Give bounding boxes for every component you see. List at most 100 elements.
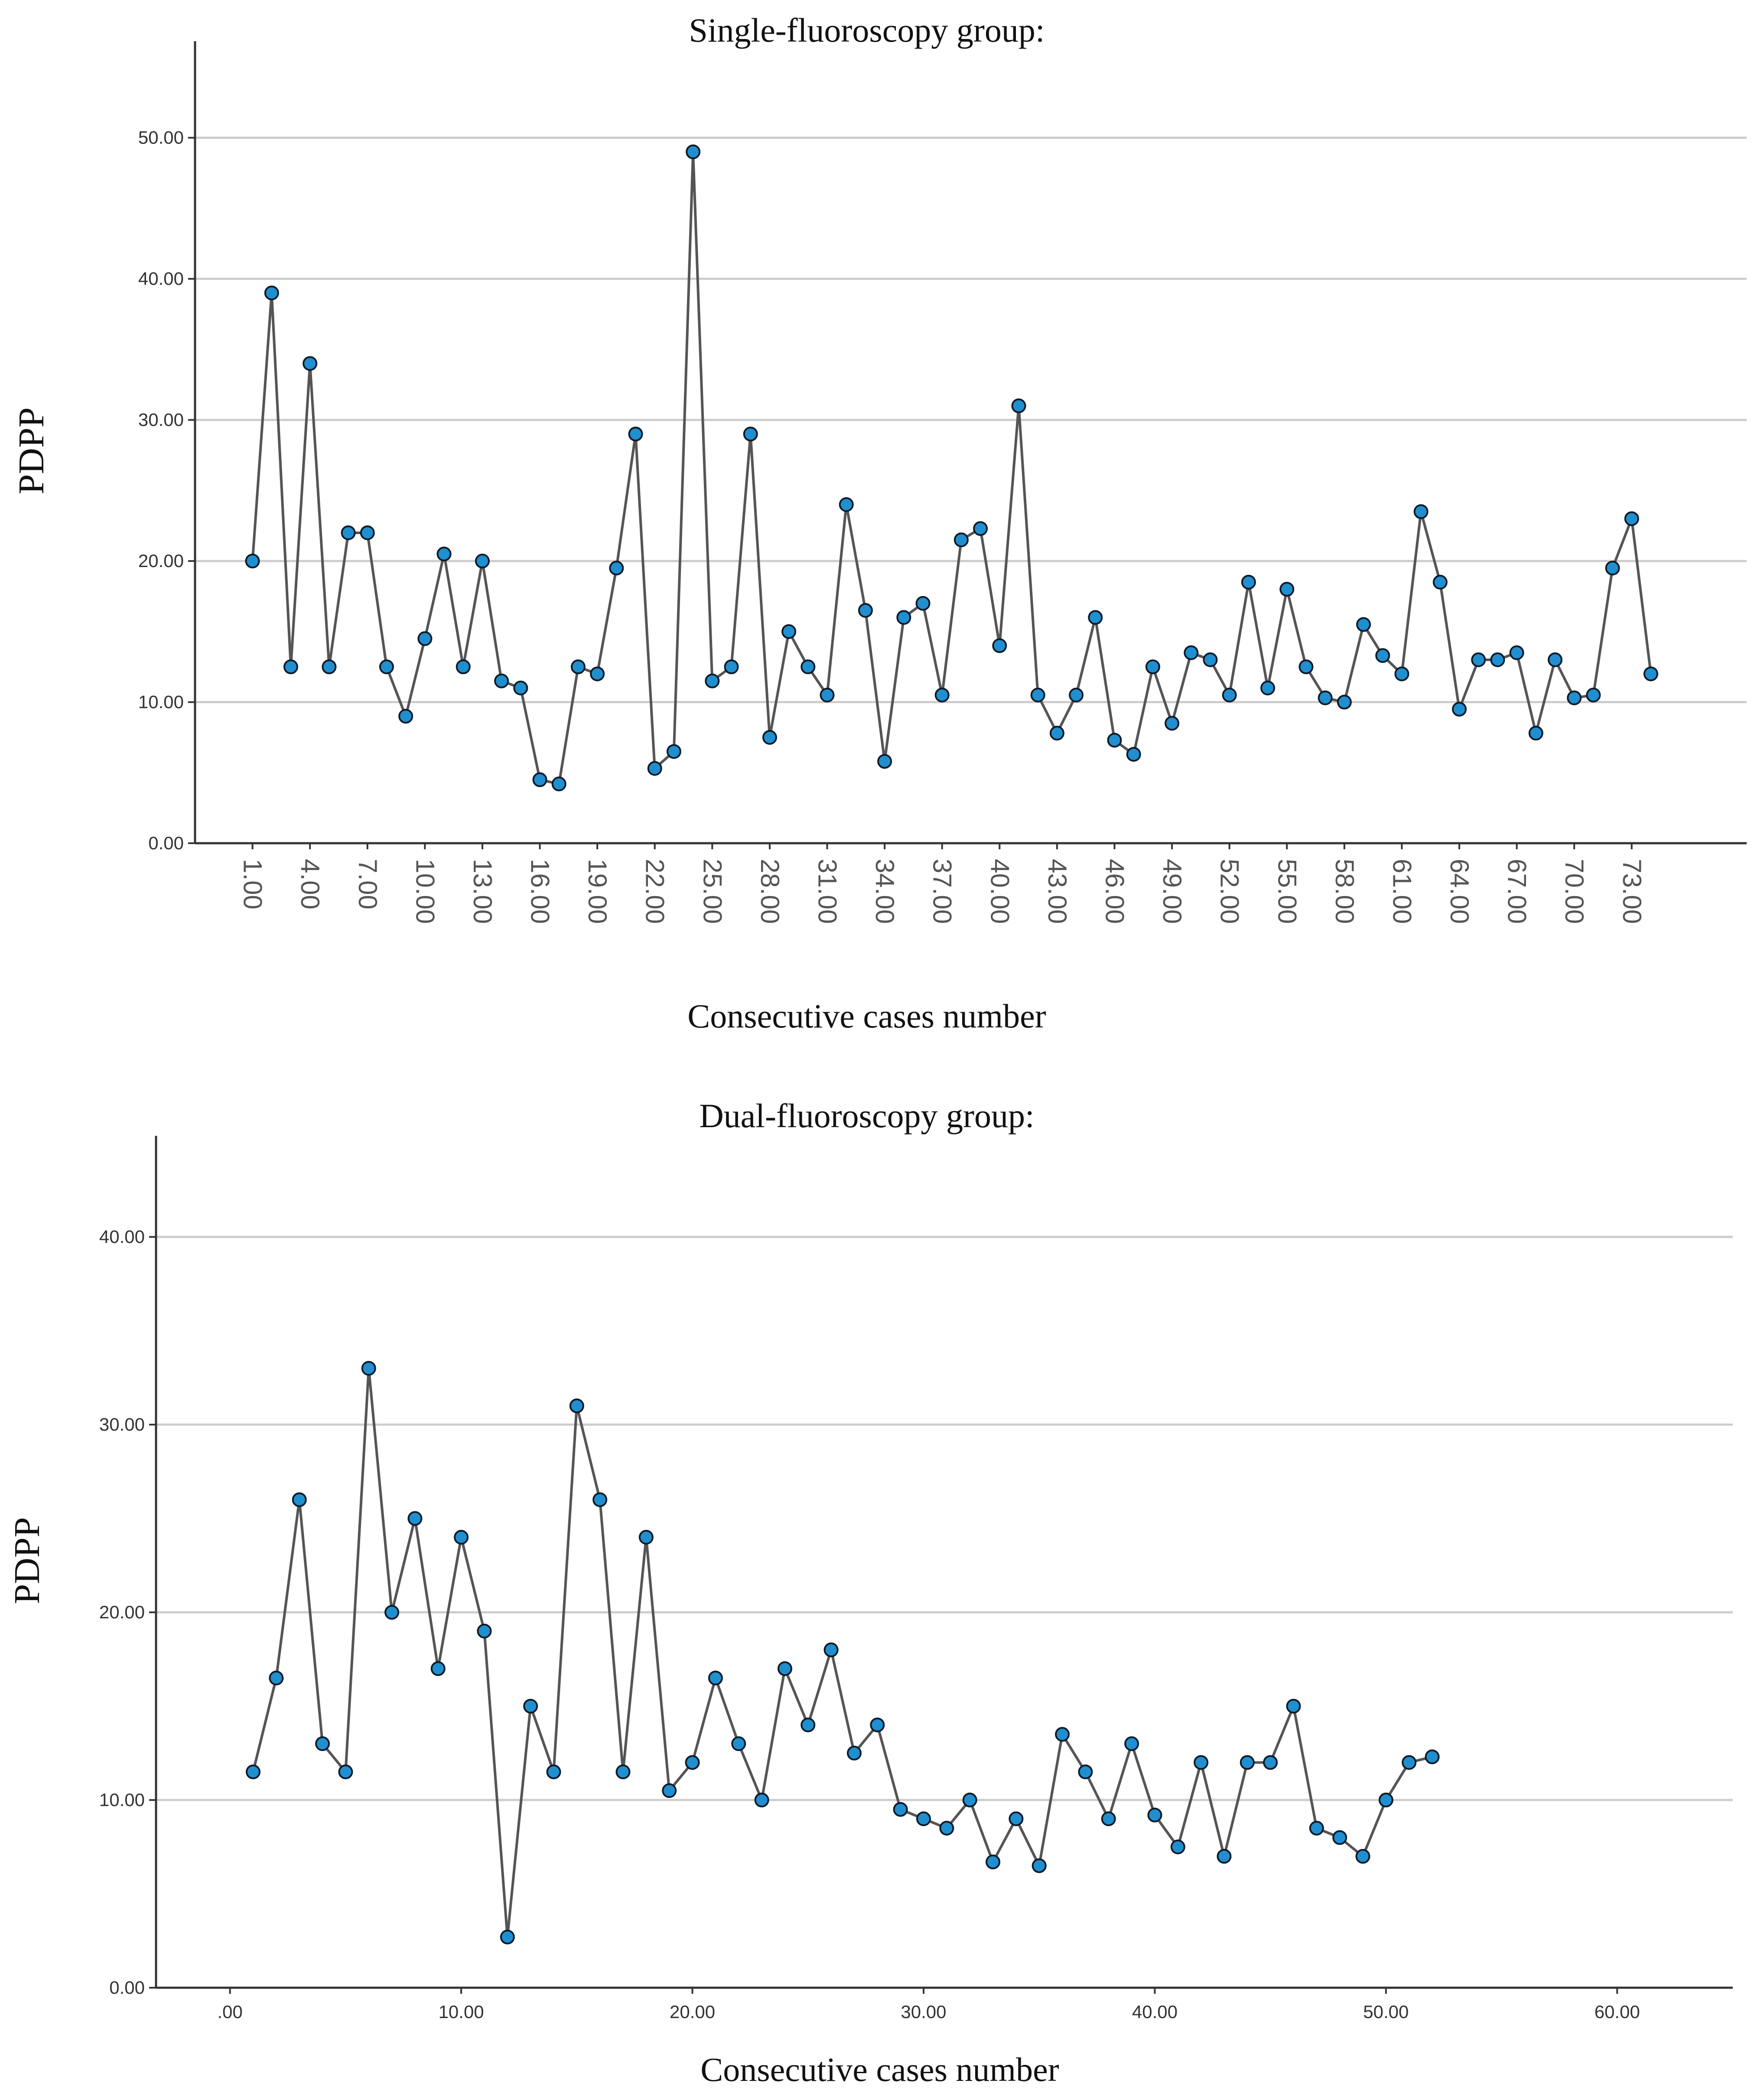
- grid-lines: [156, 1236, 1733, 1801]
- data-point: [934, 688, 950, 703]
- axes: [149, 1136, 1733, 1994]
- data-point: [1378, 1793, 1393, 1808]
- data-point: [1030, 688, 1045, 703]
- x-tick-label: 20.00: [670, 2002, 715, 2022]
- data-point: [973, 521, 988, 536]
- x-tick-label: 16.00: [526, 859, 555, 924]
- data-point: [1394, 666, 1409, 682]
- data-point: [801, 1717, 816, 1732]
- series-line: [252, 1368, 1433, 1937]
- x-tick-label: 58.00: [1330, 859, 1359, 924]
- data-point: [762, 730, 777, 745]
- data-point: [569, 1398, 584, 1413]
- data-point: [708, 1670, 723, 1686]
- dual-fluoroscopy-chart: Dual-fluoroscopy group: 0.00 10.00 20.00 30…: [7, 1097, 1733, 2088]
- data-point: [628, 427, 643, 442]
- y-axis-label: PDPP: [11, 408, 52, 495]
- data-point: [1528, 726, 1543, 741]
- data-point: [398, 709, 413, 724]
- data-point: [494, 673, 509, 688]
- data-point: [1309, 1820, 1324, 1836]
- data-point: [315, 1736, 330, 1751]
- data-point: [303, 356, 318, 371]
- x-tick-label: 64.00: [1445, 859, 1474, 924]
- series-line: [251, 152, 1652, 786]
- data-series: [246, 1361, 1440, 1945]
- data-point: [245, 554, 260, 569]
- data-point: [361, 1361, 376, 1376]
- x-tick-labels: 1.00 4.00 7.00 10.00 13.00 16.00 19.00 22.00 25.…: [238, 859, 1647, 924]
- data-point: [1490, 652, 1505, 667]
- data-point: [1471, 652, 1486, 667]
- y-tick-label: 30.00: [138, 410, 184, 430]
- data-point: [1567, 690, 1582, 705]
- data-point: [743, 427, 758, 442]
- x-tick-label: 10.00: [410, 859, 439, 924]
- data-point: [896, 610, 911, 625]
- data-point: [1124, 1736, 1139, 1751]
- x-tick-label: 30.00: [901, 2002, 946, 2022]
- data-point: [986, 1854, 1001, 1869]
- data-point: [820, 688, 835, 703]
- x-tick-label: .00: [218, 2002, 243, 2022]
- data-point: [638, 1529, 654, 1545]
- data-point: [1402, 1755, 1417, 1770]
- data-point: [590, 666, 605, 682]
- y-tick-label: 10.00: [138, 692, 184, 712]
- data-point: [685, 1755, 700, 1770]
- data-point: [1009, 1811, 1024, 1826]
- x-tick-label: 60.00: [1595, 2002, 1640, 2022]
- data-point: [1184, 645, 1199, 660]
- x-tick-label: 49.00: [1158, 859, 1187, 924]
- data-point: [1605, 561, 1620, 576]
- x-tick-label: 10.00: [439, 2002, 484, 2022]
- data-point: [962, 1793, 977, 1808]
- data-point: [754, 1793, 769, 1808]
- data-point: [1170, 1839, 1185, 1855]
- x-tick-label: 19.00: [583, 859, 612, 924]
- y-tick-label: 20.00: [99, 1602, 145, 1622]
- data-point: [1241, 574, 1256, 590]
- x-tick-label: 61.00: [1387, 859, 1416, 924]
- x-axis-label: Consecutive cases number: [700, 2051, 1059, 2088]
- data-point: [379, 659, 394, 675]
- data-point: [662, 1783, 677, 1798]
- data-point: [1126, 747, 1141, 762]
- data-point: [858, 603, 873, 618]
- x-tick-label: 46.00: [1100, 859, 1129, 924]
- y-tick-label: 50.00: [138, 127, 184, 148]
- data-point: [1586, 688, 1601, 703]
- data-point: [551, 776, 566, 792]
- data-point: [1032, 1858, 1047, 1873]
- data-point: [1509, 645, 1524, 660]
- y-tick-label: 0.00: [109, 1977, 145, 1998]
- data-point: [1194, 1755, 1209, 1770]
- data-point: [546, 1764, 561, 1780]
- data-point: [1101, 1811, 1116, 1826]
- data-point: [1356, 617, 1371, 632]
- data-point: [570, 659, 586, 675]
- x-tick-label: 70.00: [1560, 859, 1589, 924]
- chart-title: Single-fluoroscopy group:: [689, 11, 1045, 49]
- y-tick-label: 30.00: [99, 1414, 145, 1435]
- data-point: [1548, 652, 1563, 667]
- x-tick-label: 40.00: [985, 859, 1014, 924]
- data-point: [532, 772, 547, 787]
- data-point: [609, 561, 624, 576]
- data-point: [939, 1820, 954, 1836]
- y-tick-labels: 0.00 10.00 20.00 30.00 40.00: [99, 1226, 145, 1998]
- y-tick-label: 10.00: [99, 1790, 145, 1810]
- data-point: [1643, 666, 1659, 682]
- x-tick-label: 55.00: [1272, 859, 1302, 924]
- x-tick-label: 43.00: [1043, 859, 1072, 924]
- data-point: [592, 1492, 608, 1507]
- y-tick-labels: 0.00 10.00 20.00 30.00 40.00 50.00: [138, 127, 184, 853]
- data-point: [781, 624, 797, 639]
- data-point: [893, 1802, 908, 1817]
- x-tick-label: 13.00: [468, 859, 497, 924]
- data-point: [686, 144, 701, 160]
- data-point: [666, 744, 681, 759]
- data-point: [1069, 688, 1084, 703]
- data-point: [777, 1661, 792, 1676]
